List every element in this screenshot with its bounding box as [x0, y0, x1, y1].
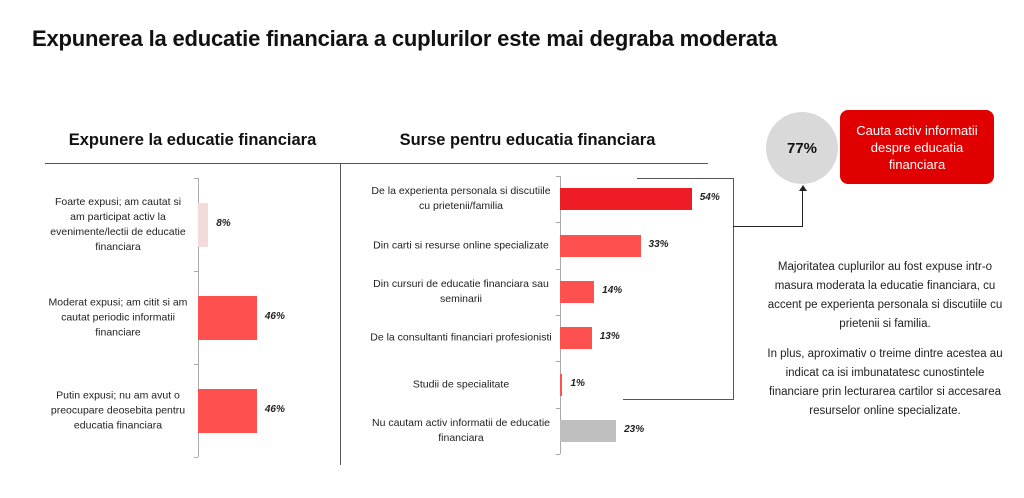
- callout-value: 77%: [786, 139, 818, 157]
- axis-tick: [556, 407, 560, 409]
- axis-tick: [556, 176, 560, 177]
- value-label: 23%: [624, 423, 645, 435]
- bar: [198, 388, 257, 433]
- axis-tick: [556, 361, 560, 363]
- axis-tick: [556, 315, 560, 316]
- value-label: 8%: [216, 217, 231, 229]
- category-label: De la consultanti financiari profesionis…: [370, 331, 552, 344]
- bar: [560, 234, 641, 257]
- divider: [340, 163, 708, 164]
- axis-tick: [556, 454, 560, 455]
- page-title: Expunerea la educatie financiara a cuplu…: [32, 26, 778, 51]
- value-label: 54%: [699, 192, 720, 204]
- connector-line: [733, 226, 803, 227]
- value-label: 46%: [264, 310, 285, 322]
- sources-chart-title: Surse pentru educatia financiara: [399, 131, 656, 149]
- value-label: 33%: [648, 238, 669, 250]
- callout-circle: 77%: [766, 112, 838, 184]
- bar: [198, 295, 257, 340]
- bracket-bottom: [623, 399, 734, 400]
- bar: [560, 280, 595, 303]
- bar: [560, 373, 563, 396]
- divider: [45, 163, 340, 164]
- axis-tick: [194, 178, 198, 179]
- category-label: Foarte expusi; am cautat si am participa…: [50, 195, 186, 253]
- bar: [560, 188, 692, 211]
- axis-tick: [556, 222, 560, 224]
- section-separator: [340, 163, 341, 465]
- axis-tick: [194, 364, 198, 365]
- value-label: 14%: [602, 284, 623, 296]
- bracket-right: [733, 178, 734, 400]
- category-label: Studii de specialitate: [412, 378, 510, 390]
- value-label: 46%: [264, 403, 285, 415]
- arrow-up-icon: [799, 185, 807, 191]
- category-label: Moderat expusi; am citit si am cautat pe…: [48, 296, 188, 338]
- summary-paragraph: In plus, aproximativ o treime dintre ace…: [767, 348, 1003, 417]
- bar: [560, 419, 617, 442]
- bar: [198, 202, 209, 247]
- bar: [560, 327, 592, 350]
- category-label: Din cursuri de educatie financiara sau s…: [373, 277, 549, 305]
- value-label: 13%: [599, 331, 620, 343]
- axis-tick: [194, 271, 198, 272]
- exposure-chart-title: Expunere la educatie financiara: [68, 131, 317, 149]
- callout-label: Cauta activ informatii despre educatia f…: [856, 122, 978, 172]
- category-label: Din carti si resurse online specializate: [373, 239, 549, 251]
- value-label: 1%: [570, 377, 585, 389]
- category-label: De la experienta personala si discutiile…: [371, 185, 551, 213]
- category-label: Putin expusi; nu am avut o preocupare de…: [50, 389, 186, 431]
- bracket-top: [637, 178, 734, 179]
- callout-box: Cauta activ informatii despre educatia f…: [840, 110, 994, 184]
- axis-tick: [194, 457, 198, 458]
- connector-line: [802, 190, 803, 227]
- axis-line: [560, 176, 561, 454]
- axis-tick: [556, 268, 560, 270]
- category-label: Nu cautam activ informatii de educatie f…: [371, 416, 550, 444]
- summary-paragraph: Majoritatea cuplurilor au fost expuse in…: [767, 261, 1003, 330]
